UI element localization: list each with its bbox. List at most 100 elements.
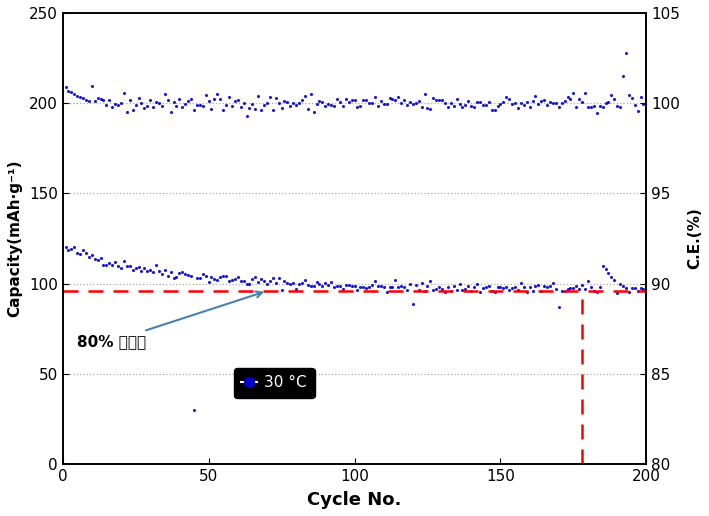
Point bbox=[235, 103, 246, 111]
Point bbox=[562, 92, 574, 101]
Point bbox=[401, 286, 413, 294]
Point bbox=[223, 277, 235, 285]
Point bbox=[288, 99, 299, 107]
Point bbox=[220, 101, 232, 109]
Point bbox=[532, 281, 544, 289]
Point bbox=[568, 89, 579, 98]
Point bbox=[451, 286, 462, 294]
Point bbox=[574, 95, 585, 103]
Point bbox=[182, 271, 194, 279]
Point bbox=[118, 256, 130, 265]
Point bbox=[305, 282, 316, 291]
Point bbox=[542, 283, 553, 292]
Point bbox=[153, 99, 164, 107]
Point bbox=[489, 287, 501, 296]
Point bbox=[542, 101, 553, 109]
Point bbox=[276, 286, 287, 294]
Point bbox=[463, 97, 474, 105]
Point bbox=[133, 94, 144, 102]
Point bbox=[381, 100, 392, 108]
Point bbox=[387, 95, 398, 104]
Point bbox=[466, 102, 477, 110]
Point bbox=[229, 275, 240, 283]
Point bbox=[623, 288, 635, 296]
Point bbox=[89, 96, 101, 105]
Point bbox=[95, 95, 106, 103]
Point bbox=[250, 105, 261, 113]
Point bbox=[474, 98, 486, 106]
Point bbox=[308, 108, 319, 116]
Point bbox=[284, 280, 296, 288]
Point bbox=[574, 284, 585, 293]
Point bbox=[547, 279, 559, 287]
Point bbox=[635, 284, 646, 293]
Point bbox=[162, 271, 174, 280]
Point bbox=[495, 283, 506, 292]
Point bbox=[364, 282, 375, 291]
X-axis label: Cycle No.: Cycle No. bbox=[307, 491, 402, 509]
Point bbox=[343, 98, 354, 106]
Point bbox=[168, 275, 179, 283]
Point bbox=[264, 92, 276, 101]
Point bbox=[615, 280, 626, 288]
Point bbox=[252, 278, 264, 286]
Point bbox=[77, 246, 89, 254]
Point bbox=[340, 95, 352, 103]
Point bbox=[576, 98, 588, 106]
Point bbox=[369, 277, 381, 285]
Point bbox=[66, 88, 77, 96]
Point bbox=[396, 99, 407, 107]
Point bbox=[585, 283, 596, 291]
Point bbox=[396, 282, 407, 290]
Y-axis label: C.E.(%): C.E.(%) bbox=[687, 208, 702, 269]
Point bbox=[535, 97, 547, 105]
Point bbox=[457, 103, 468, 111]
Point bbox=[550, 99, 562, 107]
Point bbox=[294, 99, 305, 107]
Point bbox=[124, 262, 135, 270]
Point bbox=[445, 99, 457, 107]
Point bbox=[626, 284, 637, 293]
Point bbox=[489, 105, 501, 114]
Point bbox=[238, 277, 250, 285]
Point bbox=[299, 276, 311, 284]
Point bbox=[547, 99, 559, 107]
Point bbox=[360, 96, 372, 105]
Point bbox=[459, 101, 471, 109]
Point bbox=[156, 270, 167, 279]
Point bbox=[340, 281, 352, 289]
Point bbox=[545, 98, 556, 106]
Point bbox=[375, 96, 386, 105]
Point bbox=[302, 105, 313, 113]
Point bbox=[220, 272, 232, 281]
Point bbox=[235, 277, 246, 285]
Point bbox=[296, 96, 308, 104]
Point bbox=[69, 244, 80, 252]
Point bbox=[582, 103, 593, 111]
Point bbox=[384, 283, 395, 291]
Point bbox=[498, 283, 509, 292]
Point bbox=[179, 100, 191, 108]
Point bbox=[267, 106, 279, 114]
Point bbox=[618, 72, 629, 80]
Point bbox=[130, 264, 141, 272]
Point bbox=[121, 107, 133, 116]
Point bbox=[296, 279, 308, 287]
Point bbox=[98, 261, 109, 269]
Point bbox=[80, 249, 91, 257]
Point bbox=[513, 104, 524, 112]
Point bbox=[471, 280, 483, 288]
Point bbox=[294, 280, 305, 288]
Point bbox=[328, 283, 340, 291]
Point bbox=[106, 103, 118, 111]
Legend: 30 °C: 30 °C bbox=[234, 368, 315, 398]
Point bbox=[422, 282, 433, 290]
Point bbox=[133, 263, 144, 271]
Point bbox=[150, 98, 162, 106]
Point bbox=[448, 282, 459, 291]
Point bbox=[437, 285, 448, 293]
Point bbox=[483, 98, 494, 106]
Point bbox=[367, 99, 378, 107]
Point bbox=[60, 243, 71, 251]
Point bbox=[80, 95, 91, 104]
